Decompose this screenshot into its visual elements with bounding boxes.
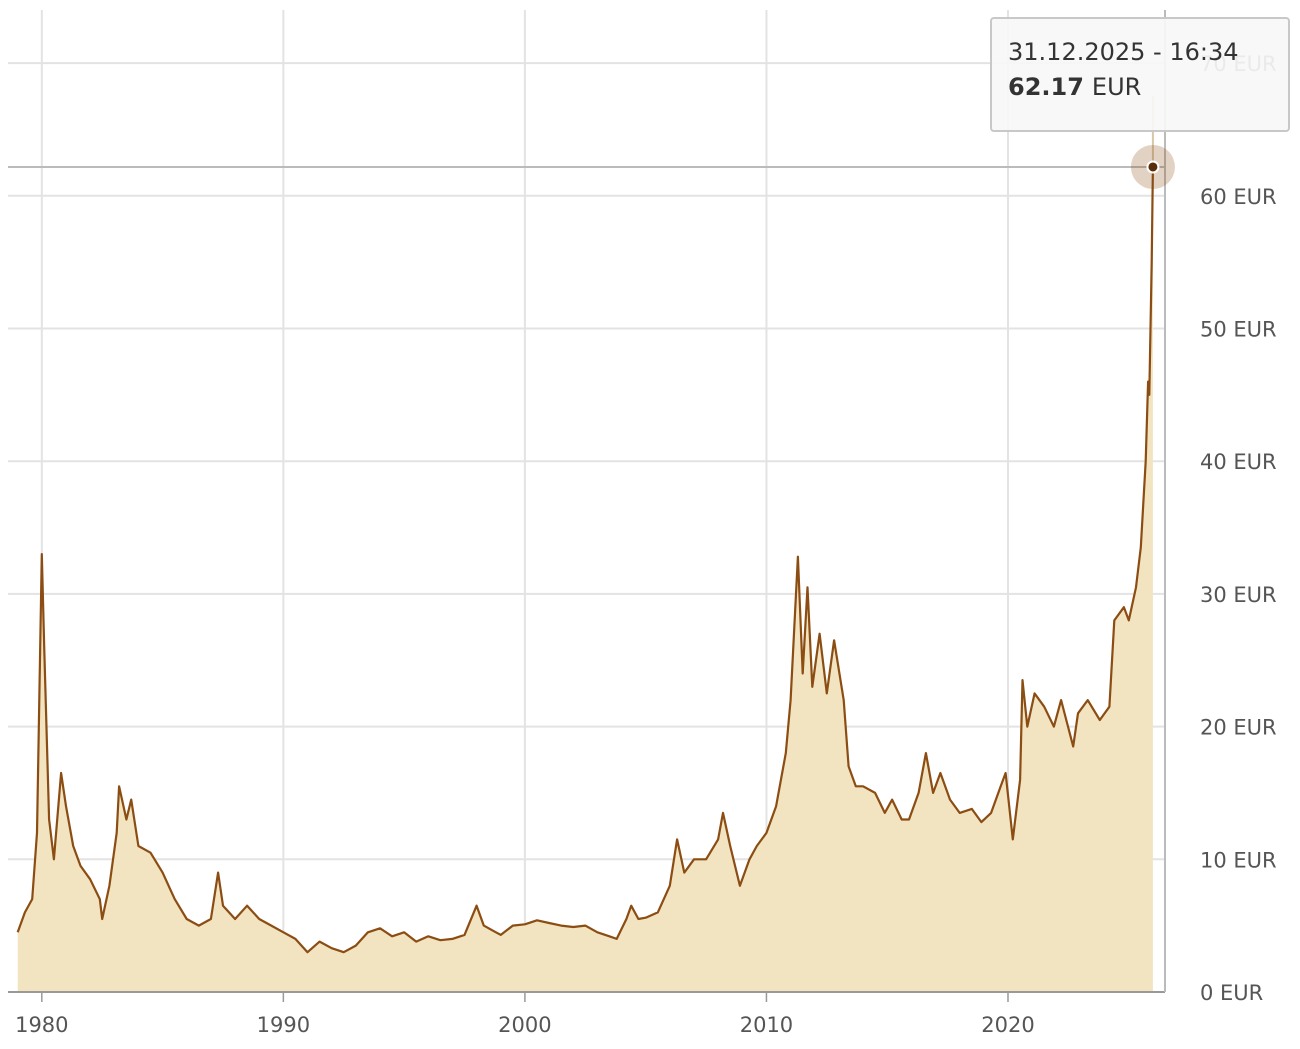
line — [16, 166, 1154, 954]
tooltip-unit: EUR — [1092, 73, 1141, 101]
x-tick-label: 1980 — [15, 1013, 68, 1037]
y-tick-label: 10 EUR — [1200, 848, 1277, 872]
y-tick-label: 60 EUR — [1200, 185, 1277, 209]
y-tick-label: 50 EUR — [1200, 317, 1277, 341]
tooltip: 31.12.2025 - 16:34 62.17 EUR — [990, 17, 1290, 132]
tooltip-box — [990, 17, 1290, 132]
area — [17, 167, 1153, 992]
hover-point — [1146, 160, 1160, 174]
y-tick-label: 30 EUR — [1200, 583, 1277, 607]
tooltip-value: 62.17 — [1008, 73, 1084, 101]
y-tick-label: 0 EUR — [1200, 981, 1263, 1005]
x-tick-label: 2010 — [740, 1013, 793, 1037]
tooltip-value-line: 62.17 EUR — [1008, 73, 1141, 101]
y-tick-label: 40 EUR — [1200, 450, 1277, 474]
x-tick-label: 2020 — [981, 1013, 1034, 1037]
y-tick-label: 20 EUR — [1200, 716, 1277, 740]
x-tick-label: 2000 — [498, 1013, 551, 1037]
tooltip-date: 31.12.2025 - 16:34 — [1008, 38, 1239, 66]
x-tick-label: 1990 — [257, 1013, 310, 1037]
